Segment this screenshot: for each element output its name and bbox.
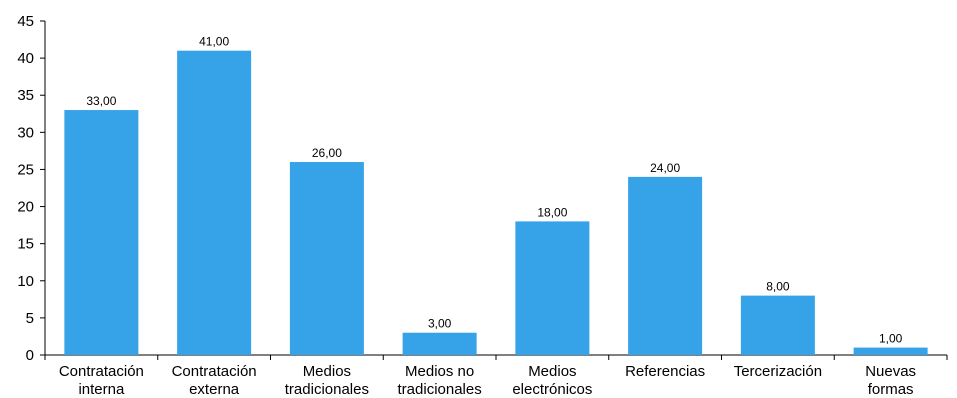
data-label: 1,00 xyxy=(879,332,903,346)
category-label: Contratación externa xyxy=(172,363,257,398)
data-label: 3,00 xyxy=(428,317,452,331)
category-label: Nuevas formas xyxy=(865,363,916,398)
category-label-line: Medios xyxy=(303,363,351,380)
bar xyxy=(64,110,139,355)
y-tick-label: 35 xyxy=(17,87,34,104)
category-label-line: Nuevas xyxy=(865,363,916,380)
category-label: Medios electrónicos xyxy=(512,363,592,398)
y-tick-label: 40 xyxy=(17,50,34,67)
data-label: 18,00 xyxy=(537,205,567,219)
bar xyxy=(402,332,477,355)
bar xyxy=(628,176,703,355)
y-tick-label: 45 xyxy=(17,13,34,30)
data-label: 33,00 xyxy=(86,94,116,108)
category-label-line: Tercerización xyxy=(734,363,822,380)
category-label-line: electrónicos xyxy=(512,381,592,398)
data-label: 41,00 xyxy=(199,35,229,49)
data-label: 26,00 xyxy=(312,146,342,160)
category-label: Medios tradicionales xyxy=(285,363,369,398)
y-tick-label: 10 xyxy=(17,273,34,290)
category-label-line: interna xyxy=(78,381,125,398)
bar xyxy=(515,221,590,355)
category-label-line: Medios xyxy=(528,363,576,380)
y-tick-label: 25 xyxy=(17,161,34,178)
category-label-line: Medios no xyxy=(405,363,474,380)
category-label: Medios no tradicionales xyxy=(398,363,482,398)
data-label: 8,00 xyxy=(766,280,790,294)
y-tick-label: 0 xyxy=(26,347,34,364)
category-label-line: tradicionales xyxy=(285,381,369,398)
data-label: 24,00 xyxy=(650,161,680,175)
category-label-line: externa xyxy=(189,381,240,398)
y-tick-label: 20 xyxy=(17,199,34,216)
y-tick-label: 5 xyxy=(26,310,34,327)
category-label-line: Contratación xyxy=(59,363,144,380)
category-label-line: tradicionales xyxy=(398,381,482,398)
bar xyxy=(177,50,252,355)
category-label: Referencias xyxy=(625,363,705,380)
bars xyxy=(64,50,928,355)
category-label-line: Referencias xyxy=(625,363,705,380)
category-label-line: Contratación xyxy=(172,363,257,380)
y-tick-label: 30 xyxy=(17,124,34,141)
y-tick-label: 15 xyxy=(17,236,34,253)
category-label: Tercerización xyxy=(734,363,822,380)
bar xyxy=(853,347,928,355)
bar xyxy=(740,295,815,355)
category-label-line: formas xyxy=(868,381,914,398)
bar xyxy=(289,162,364,355)
category-label: Contratación interna xyxy=(59,363,144,398)
